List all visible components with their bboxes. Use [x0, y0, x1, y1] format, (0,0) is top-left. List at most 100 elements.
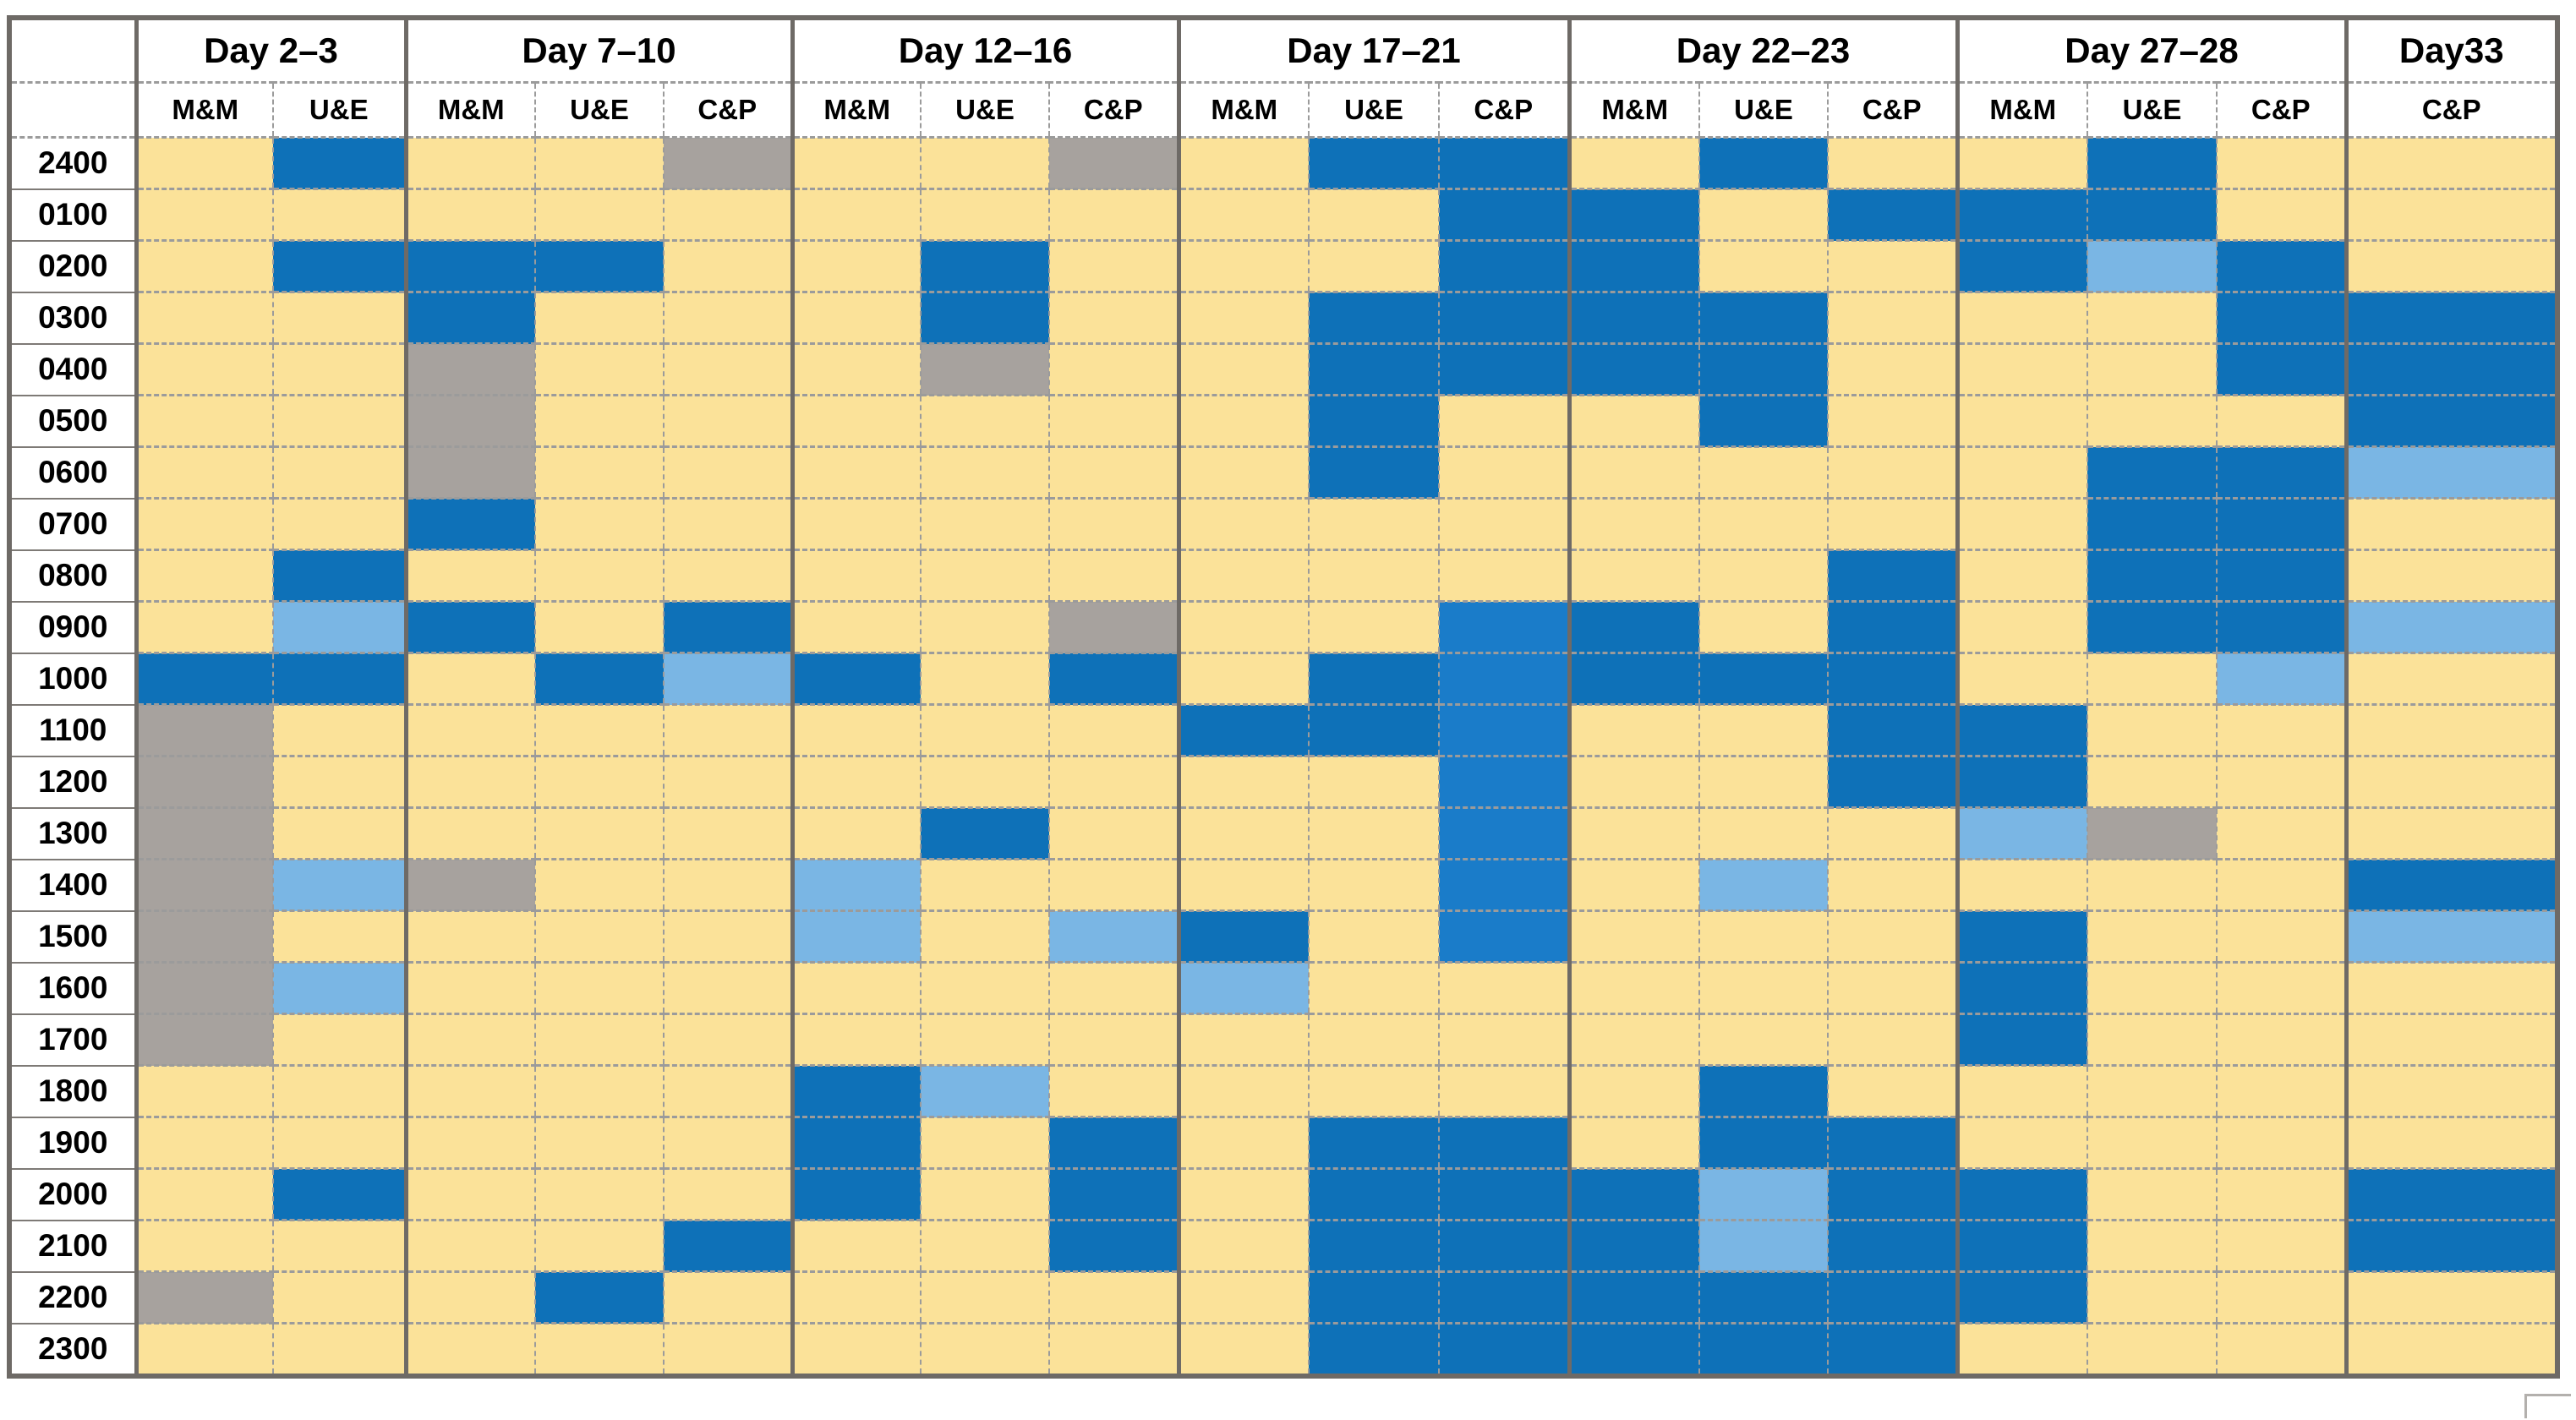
schedule-cell	[2344, 910, 2557, 964]
schedule-cell	[1827, 137, 1957, 190]
schedule-cell	[403, 395, 535, 448]
schedule-cell	[403, 343, 535, 396]
schedule-row: 1800	[8, 1064, 2557, 1118]
schedule-cell	[2087, 1168, 2217, 1221]
schedule-cell	[272, 1220, 406, 1273]
schedule-cell	[2216, 395, 2346, 448]
schedule-row: 0200	[8, 239, 2557, 293]
schedule-cell	[2216, 292, 2346, 345]
schedule-cell	[663, 1323, 792, 1376]
subcolumn-header: M&M	[1567, 82, 1699, 139]
schedule-cell	[134, 1117, 273, 1170]
subcolumn-header: C&P	[1048, 82, 1179, 139]
group-header-row: Day 2–3 Day 7–10 Day 12–16 Day 17–21 Day 22–…	[9, 18, 2560, 84]
group-header-1: Day 2–3	[134, 18, 408, 84]
schedule-cell	[1308, 446, 1439, 500]
schedule-cell	[2344, 1168, 2557, 1221]
schedule-row: 1100	[8, 703, 2557, 757]
schedule-body: 2400 0100 0200 0300 0400 0500 0600 0700 0800 0900…	[8, 136, 2557, 1377]
schedule-cell	[663, 549, 792, 603]
schedule-cell	[2216, 1013, 2346, 1067]
schedule-cell	[1308, 343, 1439, 396]
schedule-cell	[2344, 756, 2557, 809]
schedule-cell	[1308, 549, 1439, 603]
schedule-row: 0600	[8, 445, 2557, 500]
schedule-cell	[534, 859, 664, 912]
schedule-cell	[134, 240, 273, 293]
schedule-cell	[663, 137, 792, 190]
schedule-cell	[1827, 1168, 1957, 1221]
group-header-6: Day 27–28	[1955, 18, 2349, 84]
subcolumn-header: U&E	[1698, 82, 1828, 139]
schedule-cell	[790, 292, 921, 345]
schedule-cell	[272, 653, 406, 706]
time-label: 2100	[8, 1219, 139, 1273]
schedule-cell	[1048, 910, 1179, 964]
schedule-cell	[920, 395, 1049, 448]
schedule-cell	[1176, 1220, 1309, 1273]
schedule-cell	[2087, 240, 2217, 293]
schedule-cell	[2344, 704, 2557, 757]
schedule-cell	[2087, 859, 2217, 912]
schedule-cell	[1048, 292, 1179, 345]
schedule-cell	[534, 704, 664, 757]
schedule-cell	[2344, 1220, 2557, 1273]
schedule-cell	[1955, 395, 2087, 448]
schedule-cell	[663, 1220, 792, 1273]
schedule-cell	[1698, 1323, 1828, 1376]
schedule-cell	[663, 859, 792, 912]
time-label: 0800	[8, 549, 139, 603]
schedule-cell	[1567, 498, 1699, 551]
schedule-cell	[2344, 240, 2557, 293]
time-label: 1300	[8, 806, 139, 860]
schedule-cell	[1438, 1013, 1569, 1067]
schedule-cell	[403, 549, 535, 603]
schedule-cell	[534, 498, 664, 551]
schedule-cell	[920, 653, 1049, 706]
schedule-cell	[1827, 446, 1957, 500]
schedule-cell	[1176, 1013, 1309, 1067]
schedule-cell	[1955, 446, 2087, 500]
schedule-cell	[663, 807, 792, 860]
schedule-cell	[534, 188, 664, 242]
schedule-cell	[920, 962, 1049, 1015]
schedule-cell	[663, 910, 792, 964]
schedule-row: 0700	[8, 497, 2557, 551]
schedule-cell	[1698, 1220, 1828, 1273]
subcolumn-header: M&M	[134, 82, 273, 139]
time-label: 1500	[8, 909, 139, 964]
schedule-cell	[790, 1168, 921, 1221]
schedule-cell	[1567, 1013, 1699, 1067]
time-label: 1400	[8, 858, 139, 912]
schedule-row: 1900	[8, 1116, 2557, 1170]
schedule-cell	[1308, 704, 1439, 757]
schedule-cell	[1176, 240, 1309, 293]
time-label: 2000	[8, 1167, 139, 1221]
schedule-cell	[920, 292, 1049, 345]
schedule-cell	[134, 188, 273, 242]
schedule-cell	[2216, 498, 2346, 551]
schedule-cell	[1827, 1065, 1957, 1118]
schedule-cell	[1048, 240, 1179, 293]
schedule-cell	[790, 1117, 921, 1170]
schedule-cell	[1567, 859, 1699, 912]
schedule-cell	[2087, 807, 2217, 860]
schedule-cell	[1438, 756, 1569, 809]
schedule-cell	[403, 704, 535, 757]
schedule-cell	[1567, 343, 1699, 396]
schedule-cell	[1955, 704, 2087, 757]
schedule-cell	[2216, 137, 2346, 190]
schedule-cell	[2344, 1117, 2557, 1170]
schedule-cell	[1827, 395, 1957, 448]
subcolumn-header: C&P	[2344, 82, 2557, 139]
schedule-cell	[534, 549, 664, 603]
schedule-cell	[134, 137, 273, 190]
schedule-cell	[663, 756, 792, 809]
schedule-cell	[1955, 910, 2087, 964]
schedule-cell	[534, 1271, 664, 1324]
schedule-cell	[2087, 653, 2217, 706]
schedule-cell	[1438, 1220, 1569, 1273]
schedule-cell	[1438, 292, 1569, 345]
schedule-cell	[2344, 1065, 2557, 1118]
schedule-cell	[534, 1065, 664, 1118]
